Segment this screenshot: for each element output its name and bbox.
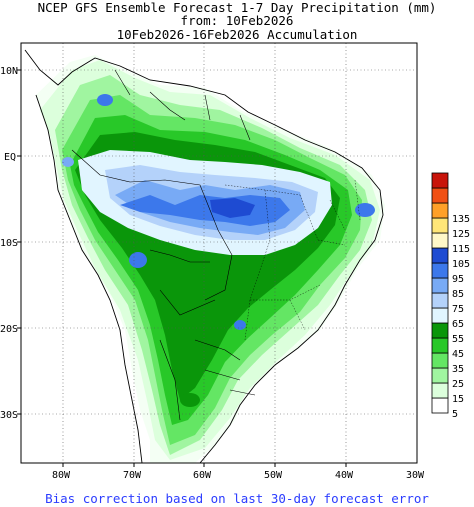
lat-label-10n: 10N bbox=[0, 66, 18, 77]
map-frame bbox=[20, 42, 418, 464]
longitude-axis: 80W 70W 60W 50W 40W 30W bbox=[52, 463, 425, 481]
bias-correction-note: Bias correction based on last 30-day for… bbox=[45, 491, 429, 506]
legend-swatch bbox=[431, 382, 449, 399]
legend-label: 35 bbox=[452, 364, 464, 375]
lon-label-70w: 70W bbox=[123, 470, 142, 481]
coastline bbox=[24, 49, 384, 463]
lon-label-80w: 80W bbox=[52, 470, 71, 481]
legend-label: 135 bbox=[452, 214, 470, 225]
map-title: NCEP GFS Ensemble Forecast 1-7 Day Preci… bbox=[37, 0, 437, 15]
legend-swatch bbox=[431, 202, 449, 219]
legend-swatch bbox=[431, 277, 449, 294]
legend-swatch bbox=[431, 172, 449, 189]
legend-swatch bbox=[431, 352, 449, 369]
legend-swatch bbox=[431, 367, 449, 384]
legend-label: 95 bbox=[452, 274, 464, 285]
legend-swatch bbox=[431, 217, 449, 234]
precip-spot-north bbox=[97, 94, 113, 106]
legend-swatch bbox=[431, 337, 449, 354]
state-borders bbox=[224, 179, 361, 341]
lon-label-60w: 60W bbox=[193, 470, 212, 481]
precip-spot-south bbox=[180, 393, 200, 407]
lat-label-30s: 30S bbox=[0, 410, 18, 421]
legend-label: 25 bbox=[452, 379, 464, 390]
lon-label-30w: 30W bbox=[406, 470, 425, 481]
legend-swatch bbox=[431, 262, 449, 279]
lon-label-40w: 40W bbox=[335, 470, 354, 481]
legend-label: 55 bbox=[452, 334, 464, 345]
legend-swatch bbox=[431, 322, 449, 339]
precip-spot-east bbox=[355, 203, 375, 217]
legend-swatch bbox=[431, 187, 449, 204]
lon-label-50w: 50W bbox=[264, 470, 283, 481]
legend-swatch bbox=[431, 307, 449, 324]
map-subtitle-date: from: 10Feb2026 bbox=[180, 13, 294, 28]
lat-label-10s: 10S bbox=[0, 238, 18, 249]
legend-label: 45 bbox=[452, 349, 464, 360]
legend-label: 65 bbox=[452, 319, 464, 330]
legend-label: 15 bbox=[452, 394, 464, 405]
legend-swatch bbox=[431, 292, 449, 309]
precipitation-legend: 135 125 115 105 95 85 75 65 55 45 35 25 15 5 bbox=[431, 172, 470, 420]
legend-label: 105 bbox=[452, 259, 470, 270]
legend-swatch bbox=[431, 232, 449, 249]
legend-label: 75 bbox=[452, 304, 464, 315]
precip-95mm bbox=[210, 198, 255, 218]
legend-swatch bbox=[431, 247, 449, 264]
legend-label: 5 bbox=[452, 409, 458, 420]
legend-label: 115 bbox=[452, 244, 470, 255]
country-borders bbox=[71, 69, 256, 421]
precip-spot-west bbox=[62, 157, 74, 167]
precip-spot-southwest bbox=[129, 252, 147, 268]
latitude-axis: 10N EQ 10S 20S 30S bbox=[0, 66, 21, 421]
west-coastline bbox=[35, 94, 143, 463]
lat-label-20s: 20S bbox=[0, 324, 18, 335]
grid-lines bbox=[21, 43, 417, 463]
precipitation-field bbox=[21, 43, 417, 463]
map-subtitle-accumulation: 10Feb2026-16Feb2026 Accumulation bbox=[116, 27, 358, 42]
legend-label: 125 bbox=[452, 229, 470, 240]
legend-swatch bbox=[431, 397, 449, 414]
precip-spot-central bbox=[234, 320, 246, 330]
legend-label: 85 bbox=[452, 289, 464, 300]
lat-label-eq: EQ bbox=[4, 152, 16, 163]
